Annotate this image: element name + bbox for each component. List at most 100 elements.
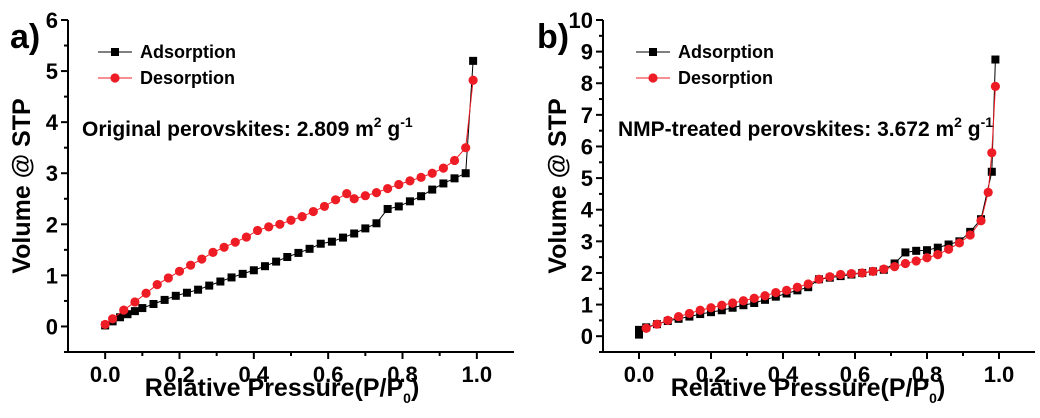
data-point-adsorption [923,246,931,255]
x-tick-label: 0.4 [768,362,799,387]
y-tick-label: 8 [581,71,593,96]
annotation-mid: g [382,118,401,141]
annotation-superscript-2: -1 [400,114,413,130]
y-tick-label: 6 [581,134,593,159]
data-point-desorption [706,303,716,313]
x-tick-label: 0.0 [624,362,655,387]
data-point-desorption [405,176,415,186]
data-point-adsorption [944,240,953,249]
x-tick-label: 0.4 [239,362,270,387]
data-point-desorption [241,232,251,242]
data-point-desorption [684,308,695,319]
data-point-adsorption [428,185,437,194]
y-tick-label: 2 [46,212,58,237]
legend-label-adsorption: Adsorption [678,42,774,62]
y-tick-label: 7 [581,103,593,128]
data-point-desorption [371,188,382,198]
data-point-adsorption [216,277,225,286]
data-point-desorption [308,206,318,217]
x-tick-label: 0.6 [313,362,344,387]
x-tick-label: 1.0 [462,362,493,387]
data-point-desorption [297,212,307,222]
data-point-adsorption [160,295,169,304]
data-point-adsorption [316,239,325,248]
data-point-desorption [717,300,727,310]
data-point-desorption [803,279,813,289]
data-point-desorption [174,266,185,276]
legend-marker-circle [648,73,658,83]
annotation-mid: g [962,118,981,141]
data-point-desorption [771,287,781,298]
y-tick-label: 1 [581,293,593,318]
data-point-desorption [836,269,846,280]
legend-marker-circle [110,73,120,83]
annotation-superscript-1: 2 [374,114,382,130]
x-tick-label: 0.8 [387,362,418,387]
data-point-adsorption [987,167,996,176]
data-point-adsorption [933,243,942,252]
data-point-adsorption [339,233,348,242]
panel-a-adsorption-chart: 0.0 0.2 0.4 0.6 0.8 1.0 0 1 2 3 4 5 6 Relative Pressu… [8,8,514,406]
data-point-desorption [825,272,835,282]
data-point-desorption [163,273,173,283]
data-point-adsorption [130,307,139,316]
data-point-desorption [890,262,900,272]
data-point-desorption [438,163,448,173]
data-point-desorption [119,305,129,315]
y-tick-label: 6 [46,8,58,33]
data-point-desorption [983,187,993,197]
x-axis-title-subscript: 0 [929,390,937,406]
x-axis-title: Relative Pressure(P/P0) [671,374,946,406]
data-point-desorption [846,268,857,279]
data-point-desorption [695,305,705,315]
legend-label-adsorption: Adsorption [140,42,236,62]
data-point-desorption [674,311,684,322]
y-tick-label: 1 [46,263,58,288]
data-point-adsorption [171,291,180,300]
y-tick-label: 5 [46,59,58,84]
data-point-desorption [449,155,460,166]
data-point-adsorption [227,273,236,282]
y-tick-label: 5 [581,166,593,191]
data-point-adsorption [635,330,643,339]
data-point-desorption [976,216,986,226]
legend-label-desorption: Desorption [140,68,235,88]
y-tick-label: 10 [569,8,593,33]
data-point-adsorption [272,257,281,266]
data-point-adsorption [750,298,759,307]
data-point-desorption [197,254,207,264]
legend: Adsorption Desorption [636,42,774,88]
data-point-desorption [749,293,759,303]
data-point-desorption [186,260,196,270]
annotation-text: NMP-treated perovskites: 3.672 m [618,118,954,141]
data-point-desorption [792,282,803,292]
data-point-adsorption [238,269,247,278]
data-point-desorption [738,296,749,306]
data-point-adsorption [439,179,448,188]
data-point-adsorption [260,262,269,271]
data-point-adsorption [149,299,158,308]
x-axis-title-subscript: 0 [403,390,411,406]
y-tick-label: 3 [581,229,593,254]
panel-label: b) [537,18,569,56]
data-point-adsorption [394,202,403,211]
panel-label: a) [10,18,40,56]
data-point-desorption [641,323,651,333]
x-tick-label: 0.0 [90,362,121,387]
annotation-superscript-2: -1 [981,114,994,130]
data-point-desorption [230,237,240,247]
data-point-desorption [461,143,471,153]
legend: Adsorption Desorption [98,42,236,88]
x-tick-label: 0.2 [164,362,195,387]
data-point-adsorption [249,266,258,275]
x-axis-title: Relative Pressure(P/P0) [145,374,420,406]
data-point-desorption [130,297,140,307]
data-point-desorption [141,288,151,298]
annotation-text: Original perovskites: 2.809 m [82,118,374,141]
data-point-desorption [286,215,296,225]
data-point-adsorption [138,304,147,313]
data-point-desorption [383,183,393,194]
legend-marker-square [649,48,657,56]
data-point-adsorption [728,303,737,312]
